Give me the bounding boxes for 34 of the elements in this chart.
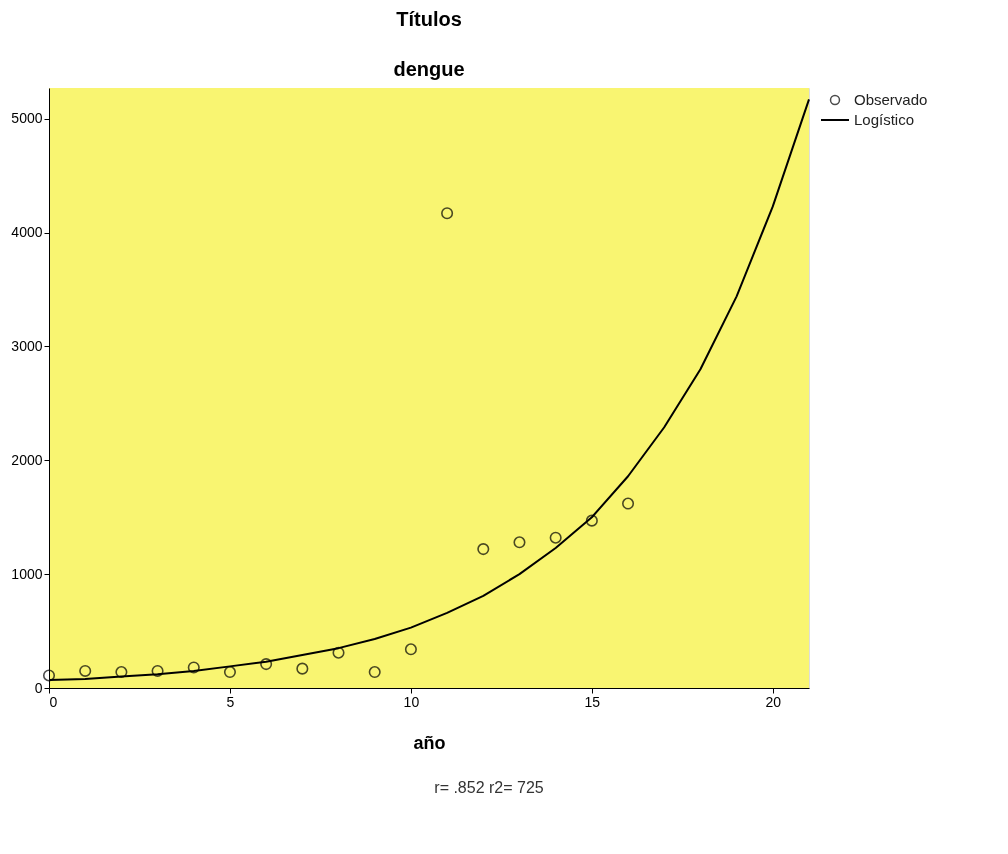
point bbox=[79, 664, 92, 677]
x-tick-label: 15 bbox=[584, 693, 601, 710]
point bbox=[260, 658, 273, 671]
point bbox=[513, 536, 526, 549]
point bbox=[187, 661, 200, 674]
y-tick-label: 3000 bbox=[11, 337, 43, 354]
legend-label: Observado bbox=[854, 91, 928, 108]
point bbox=[332, 646, 345, 659]
point bbox=[477, 543, 490, 556]
point bbox=[404, 643, 417, 656]
point bbox=[441, 207, 454, 220]
x-tick-label: 0 bbox=[49, 693, 58, 710]
point bbox=[622, 497, 635, 510]
point bbox=[585, 514, 598, 527]
chart-subtitle: dengue bbox=[393, 58, 465, 80]
x-axis-title: año bbox=[413, 732, 446, 753]
point bbox=[223, 666, 236, 679]
point bbox=[549, 531, 562, 544]
y-tick-label: 0 bbox=[34, 679, 43, 696]
x-tick-label: 20 bbox=[765, 693, 782, 710]
x-tick-label: 5 bbox=[226, 693, 235, 710]
y-tick-label: 2000 bbox=[11, 451, 43, 468]
point bbox=[42, 669, 56, 682]
point bbox=[115, 666, 128, 679]
y-tick-label: 1000 bbox=[11, 565, 43, 582]
y-tick-label: 5000 bbox=[11, 110, 43, 127]
x-tick-label: 10 bbox=[403, 693, 420, 710]
y-tick-label: 4000 bbox=[11, 224, 43, 241]
chart-title: Títulos bbox=[396, 8, 462, 30]
point bbox=[368, 666, 381, 679]
point bbox=[151, 664, 164, 677]
point bbox=[296, 662, 309, 675]
legend-label: Logístico bbox=[854, 111, 915, 128]
text: r= .852 r2= 725 bbox=[434, 779, 544, 796]
